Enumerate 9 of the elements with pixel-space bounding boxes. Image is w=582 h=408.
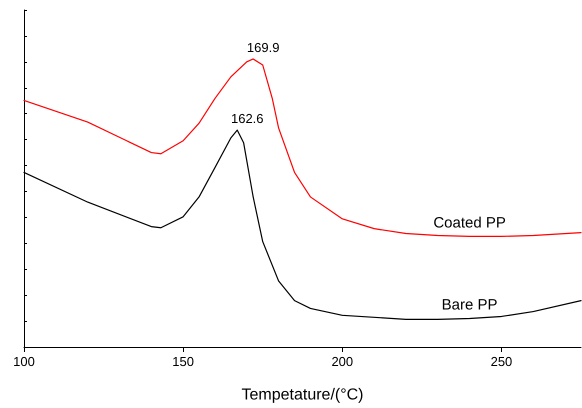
annotation: 169.9: [246, 40, 280, 55]
annotation: 162.6: [230, 111, 264, 126]
x-tick-label: 100: [13, 354, 35, 369]
x-tick-label: 150: [172, 354, 194, 369]
x-tick-label: 200: [331, 354, 354, 369]
x-tick-label: 250: [490, 354, 512, 369]
series-label: Bare PP: [442, 296, 498, 314]
series-label: Coated PP: [433, 214, 506, 232]
x-axis-title: Tempetature/(°C): [242, 386, 364, 404]
